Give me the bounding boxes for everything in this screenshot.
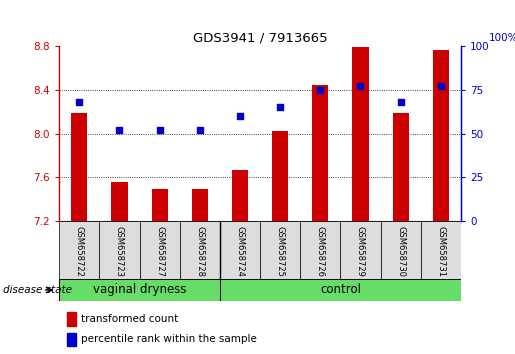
Bar xyxy=(260,221,300,280)
Point xyxy=(75,99,83,105)
Text: GSM658730: GSM658730 xyxy=(396,226,405,277)
Bar xyxy=(340,221,381,280)
Bar xyxy=(421,221,461,280)
Text: disease state: disease state xyxy=(3,285,72,295)
Bar xyxy=(111,182,128,221)
Bar xyxy=(232,170,248,221)
Text: GSM658722: GSM658722 xyxy=(75,226,84,277)
Bar xyxy=(352,47,369,221)
Bar xyxy=(180,221,220,280)
Bar xyxy=(192,189,208,221)
Text: GSM658731: GSM658731 xyxy=(436,226,445,277)
Bar xyxy=(300,221,340,280)
Point xyxy=(397,99,405,105)
Title: GDS3941 / 7913665: GDS3941 / 7913665 xyxy=(193,32,328,45)
Text: GSM658728: GSM658728 xyxy=(195,226,204,277)
Point xyxy=(437,84,445,89)
Bar xyxy=(140,221,180,280)
Bar xyxy=(381,221,421,280)
Bar xyxy=(67,312,76,326)
Point xyxy=(356,84,365,89)
Text: control: control xyxy=(320,284,361,296)
Point xyxy=(276,104,284,110)
Point xyxy=(115,127,124,133)
Point xyxy=(156,127,164,133)
Point xyxy=(316,87,324,93)
Bar xyxy=(220,279,461,301)
Bar xyxy=(151,189,168,221)
Text: GSM658729: GSM658729 xyxy=(356,226,365,277)
Text: GSM658726: GSM658726 xyxy=(316,226,325,277)
Bar xyxy=(67,333,76,346)
Text: GSM658723: GSM658723 xyxy=(115,226,124,277)
Text: transformed count: transformed count xyxy=(81,314,179,324)
Text: 100%: 100% xyxy=(489,33,515,42)
Text: GSM658724: GSM658724 xyxy=(235,226,245,277)
Bar xyxy=(59,221,99,280)
Point xyxy=(196,127,204,133)
Bar xyxy=(312,85,329,221)
Bar xyxy=(99,221,140,280)
Bar xyxy=(59,279,220,301)
Bar xyxy=(71,113,88,221)
Text: GSM658727: GSM658727 xyxy=(155,226,164,277)
Text: percentile rank within the sample: percentile rank within the sample xyxy=(81,335,257,344)
Text: GSM658725: GSM658725 xyxy=(276,226,285,277)
Point xyxy=(236,113,244,119)
Text: vaginal dryness: vaginal dryness xyxy=(93,284,186,296)
Bar xyxy=(433,50,449,221)
Bar xyxy=(220,221,260,280)
Bar xyxy=(392,113,409,221)
Bar xyxy=(272,131,288,221)
